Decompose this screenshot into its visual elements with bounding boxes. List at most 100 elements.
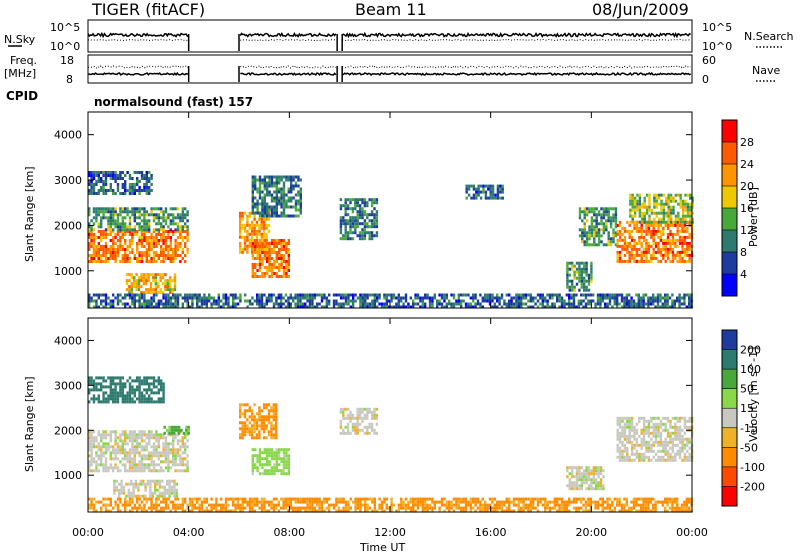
heatmap-cell (650, 253, 653, 257)
heatmap-cell (157, 400, 160, 404)
heatmap-cell (255, 235, 259, 239)
heatmap-cell (356, 201, 359, 205)
heatmap-cell (113, 491, 116, 495)
heatmap-cell (239, 250, 242, 254)
heatmap-cell (659, 253, 663, 257)
heatmap-cell (472, 184, 476, 188)
heatmap-cell (568, 305, 571, 309)
heatmap-cell (633, 428, 636, 432)
heatmap-cell (155, 379, 158, 383)
heatmap-cell (662, 202, 666, 206)
heatmap-cell (173, 273, 177, 277)
heatmap-cell (121, 245, 124, 248)
heatmap-cell (152, 299, 156, 303)
heatmap-cell (273, 272, 276, 275)
heatmap-cell (614, 213, 618, 217)
heatmap-cell (287, 190, 290, 194)
heatmap-cell (469, 305, 472, 309)
heatmap-cell (182, 431, 186, 435)
heatmap-cell (541, 299, 544, 303)
heatmap-cell (356, 419, 359, 423)
heatmap-cell (282, 175, 286, 179)
heatmap-cell (114, 430, 117, 434)
heatmap-cell (142, 479, 145, 483)
heatmap-cell (266, 457, 269, 461)
heatmap-cell (268, 178, 271, 182)
heatmap-cell (534, 296, 537, 300)
heatmap-cell (95, 454, 98, 458)
heatmap-cell (109, 497, 112, 501)
heatmap-cell (138, 430, 141, 434)
heatmap-cell (92, 506, 96, 510)
heatmap-cell (164, 285, 167, 289)
heatmap-cell (166, 479, 169, 483)
heatmap-cell (426, 296, 429, 300)
heatmap-cell (313, 305, 316, 309)
heatmap-cell (158, 479, 162, 483)
heatmap-cell (172, 293, 175, 297)
heatmap-cell (116, 296, 120, 300)
heatmap-cell (618, 446, 622, 450)
heatmap-cell (323, 293, 326, 297)
heatmap-cell (491, 293, 494, 297)
heatmap-cell (128, 174, 132, 177)
heatmap-cell (616, 302, 619, 306)
heatmap-cell (102, 248, 105, 251)
heatmap-cell (356, 431, 359, 435)
heatmap-cell (678, 256, 682, 260)
heatmap-cell (109, 454, 112, 458)
heatmap-cell (243, 211, 247, 215)
heatmap-cell (683, 247, 687, 251)
heatmap-cell (181, 442, 184, 446)
heatmap-cell (683, 229, 687, 233)
heatmap-cell (292, 178, 295, 182)
heatmap-cell (160, 251, 163, 254)
heatmap-cell (368, 234, 371, 238)
heatmap-cell (90, 177, 93, 180)
heatmap-cell (148, 189, 151, 192)
heatmap-cell (676, 250, 679, 254)
heatmap-cell (626, 446, 629, 450)
heatmap-cell (239, 427, 242, 431)
heatmap-cell (361, 222, 364, 226)
heatmap-cell (160, 222, 163, 226)
heatmap-cell (136, 451, 139, 455)
heatmap-cell (498, 296, 501, 300)
heatmap-cell (635, 253, 639, 257)
heatmap-cell (666, 223, 670, 227)
heatmap-cell (368, 407, 371, 411)
heatmap-cell (282, 275, 286, 278)
heatmap-cell (363, 431, 367, 435)
heatmap-cell (162, 236, 165, 239)
heatmap-cell (133, 207, 136, 211)
heatmap-cell (174, 222, 177, 226)
heatmap-cell (642, 434, 646, 438)
heatmap-cell (515, 299, 518, 303)
heatmap-cell (172, 451, 175, 455)
heatmap-cell (241, 430, 244, 434)
heatmap-cell (356, 410, 359, 414)
heatmap-cell (370, 213, 374, 217)
heatmap-cell (623, 238, 627, 242)
heatmap-cell (618, 223, 622, 227)
heatmap-cell (285, 251, 288, 254)
heatmap-cell (100, 233, 103, 236)
heatmap-cell (121, 397, 124, 401)
heatmap-cell (650, 259, 653, 263)
heatmap-cell (575, 469, 579, 473)
heatmap-cell (349, 216, 352, 220)
heatmap-cell (258, 430, 261, 434)
heatmap-cell (100, 506, 103, 510)
heatmap-cell (577, 302, 580, 306)
heatmap-cell (162, 391, 165, 395)
heatmap-cell (600, 234, 603, 238)
heatmap-cell (272, 503, 276, 507)
heatmap-cell (184, 207, 187, 211)
heatmap-cell (684, 205, 687, 209)
heatmap-cell (160, 216, 163, 220)
heatmap-cell (630, 247, 634, 251)
heatmap-cell (347, 296, 350, 300)
heatmap-cell (95, 251, 98, 254)
heatmap-cell (640, 446, 643, 450)
heatmap-cell (155, 469, 158, 473)
